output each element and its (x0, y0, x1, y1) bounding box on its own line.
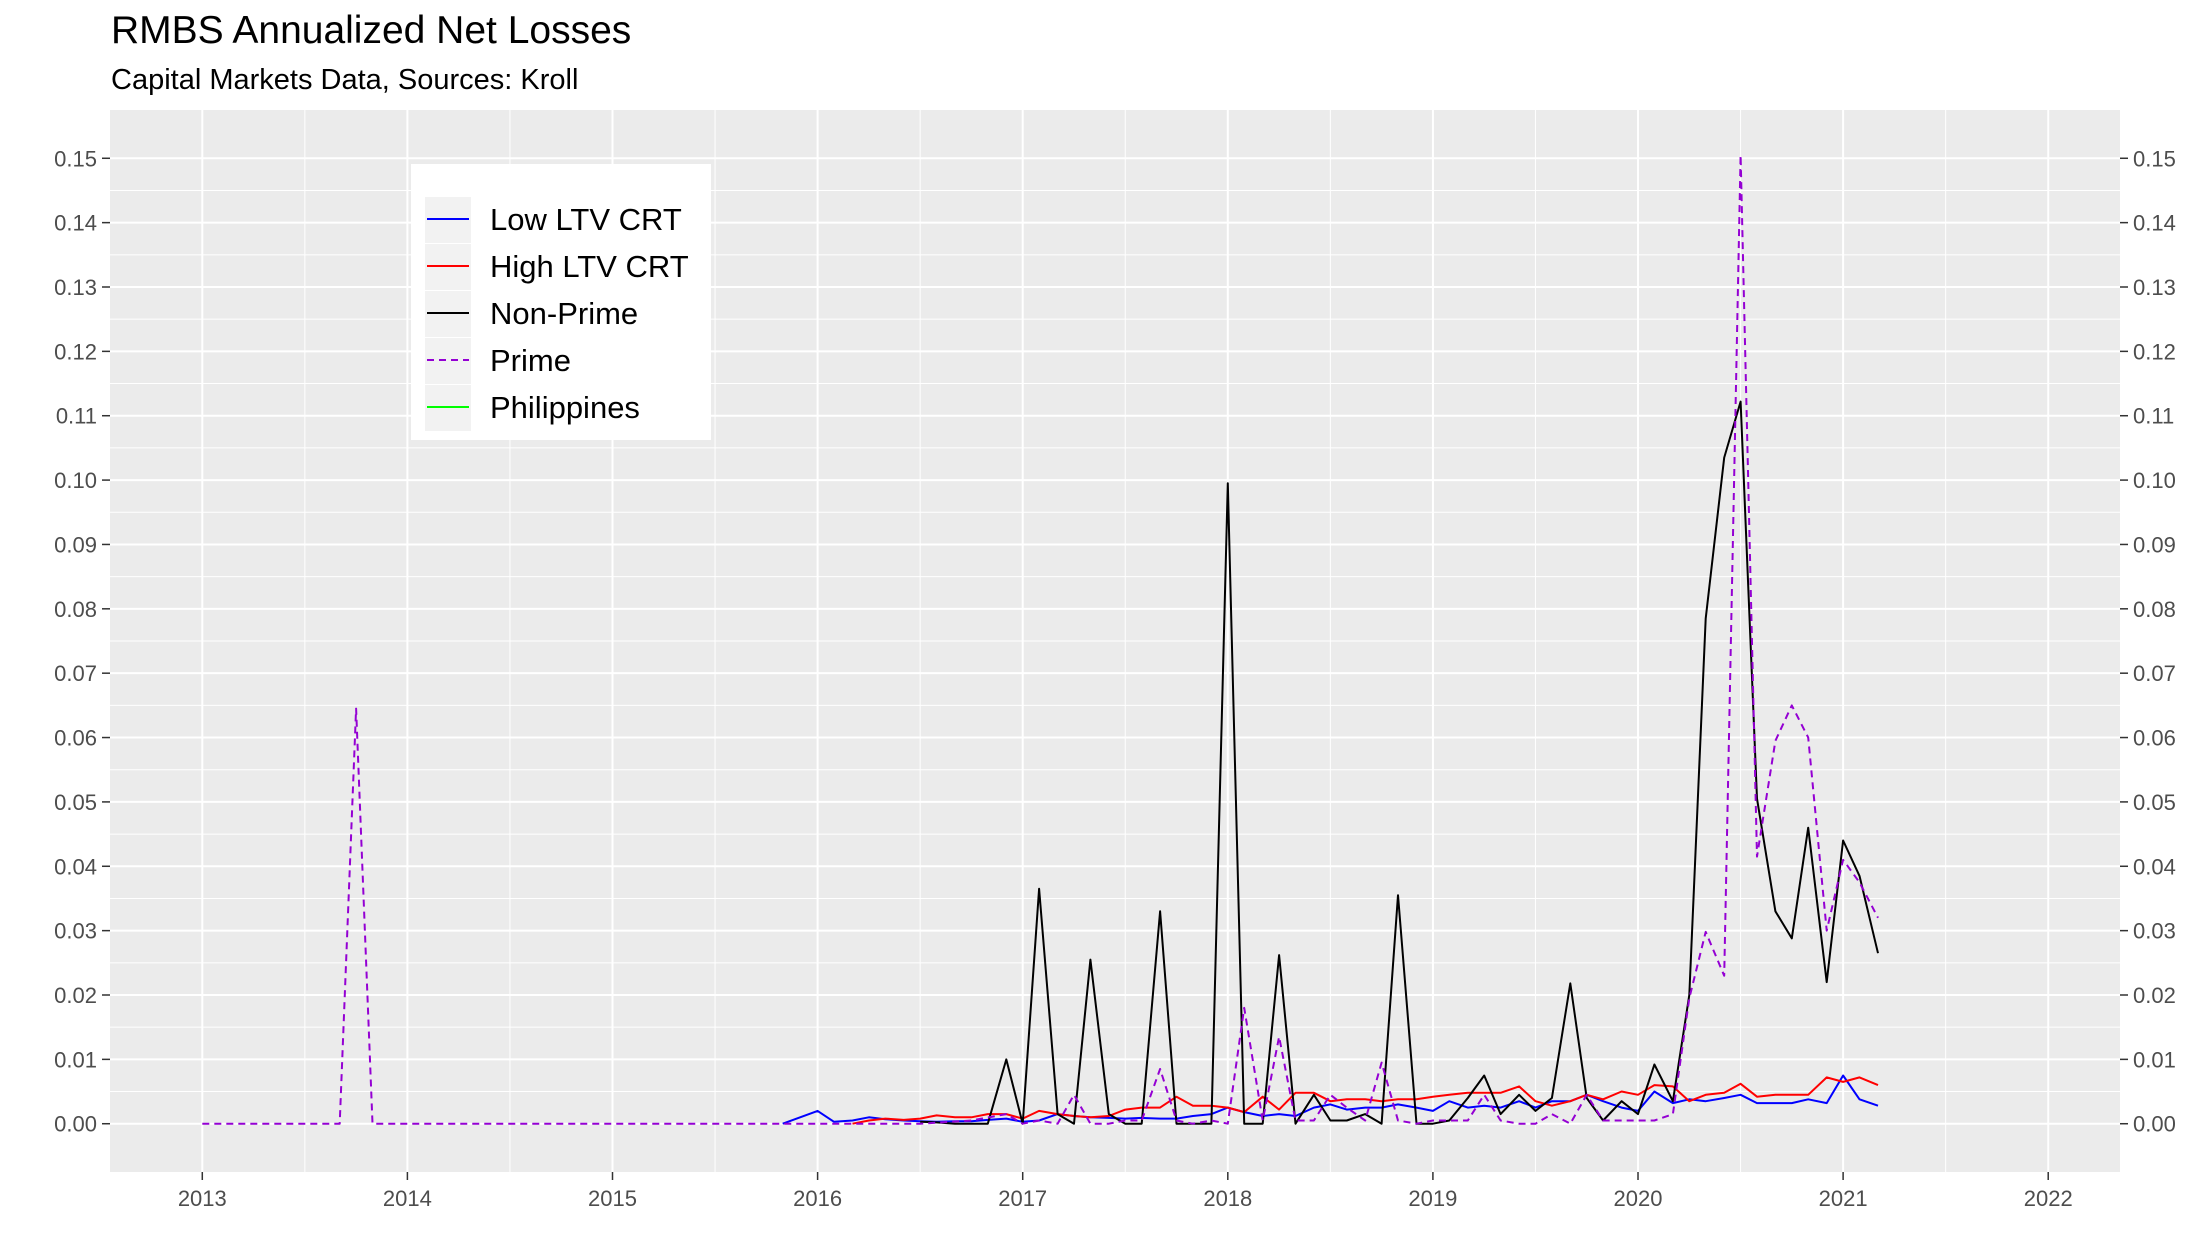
y-tick-label: 0.04 (54, 854, 97, 879)
y-tick-label-right: 0.12 (2133, 339, 2176, 364)
y-tick-label: 0.03 (54, 919, 97, 944)
y-tick-label-right: 0.10 (2133, 468, 2176, 493)
x-tick-label: 2022 (2024, 1186, 2073, 1211)
y-tick-label: 0.13 (54, 275, 97, 300)
chart-subtitle: Capital Markets Data, Sources: Kroll (111, 64, 579, 96)
x-tick-label: 2016 (793, 1186, 842, 1211)
y-tick-label-right: 0.08 (2133, 597, 2176, 622)
y-tick-label-right: 0.07 (2133, 661, 2176, 686)
legend-label: Low LTV CRT (490, 202, 682, 237)
y-tick-label-right: 0.13 (2133, 275, 2176, 300)
x-axis: 2013 2014 2015 2016 2017 2018 2019 2020 2021 2022 (178, 1172, 2073, 1211)
y-tick-label-right: 0.03 (2133, 919, 2176, 944)
y-tick-label: 0.02 (54, 983, 97, 1008)
x-tick-label: 2019 (1408, 1186, 1457, 1211)
legend-label: Non-Prime (490, 296, 638, 331)
x-tick-label: 2017 (998, 1186, 1047, 1211)
series-line-low-ltv-crt (782, 1074, 1879, 1125)
y-tick-label: 0.08 (54, 597, 97, 622)
y-tick-label: 0.12 (54, 339, 97, 364)
y-tick-label: 0.11 (56, 404, 97, 429)
y-tick-label-right: 0.09 (2133, 532, 2176, 557)
series-line-prime (202, 154, 1879, 1125)
y-tick-label-right: 0.11 (2133, 404, 2174, 429)
legend: Low LTV CRT High LTV CRT Non-Prime Prime Phi… (411, 164, 711, 440)
x-tick-label: 2013 (178, 1186, 227, 1211)
y-tick-label: 0.05 (54, 790, 97, 815)
y-tick-label-right: 0.04 (2133, 854, 2176, 879)
x-tick-label: 2015 (588, 1186, 637, 1211)
y-tick-label: 0.07 (54, 661, 97, 686)
legend-label: High LTV CRT (490, 249, 689, 284)
chart-title: RMBS Annualized Net Losses (111, 9, 632, 52)
y-tick-label: 0.01 (54, 1047, 97, 1072)
y-tick-label: 0.10 (54, 468, 97, 493)
y-tick-label: 0.14 (54, 211, 97, 236)
y-tick-label: 0.06 (54, 726, 97, 751)
y-tick-label-right: 0.05 (2133, 790, 2176, 815)
y-tick-label-right: 0.01 (2133, 1047, 2176, 1072)
y-tick-label-right: 0.06 (2133, 726, 2176, 751)
y-tick-label-right: 0.14 (2133, 211, 2176, 236)
x-tick-label: 2014 (383, 1186, 432, 1211)
series-layer (202, 154, 1879, 1125)
y-tick-label: 0.00 (54, 1112, 97, 1137)
legend-label: Prime (490, 343, 571, 378)
y-tick-label-right: 0.15 (2133, 146, 2176, 171)
y-tick-label: 0.15 (54, 146, 97, 171)
y-axis-left: 0.00 0.01 0.02 0.03 0.04 0.05 0.06 0.07 0.08 0.09… (54, 146, 110, 1137)
x-tick-label: 2020 (1614, 1186, 1663, 1211)
series-line-non-prime (920, 400, 1879, 1125)
x-tick-label: 2021 (1819, 1186, 1868, 1211)
y-tick-label-right: 0.02 (2133, 983, 2176, 1008)
legend-label: Philippines (490, 390, 640, 425)
y-tick-label: 0.09 (54, 532, 97, 557)
y-axis-right: 0.00 0.01 0.02 0.03 0.04 0.05 0.06 0.07 0.08 0.09… (2120, 146, 2176, 1137)
x-tick-label: 2018 (1203, 1186, 1252, 1211)
y-tick-label-right: 0.00 (2133, 1112, 2176, 1137)
